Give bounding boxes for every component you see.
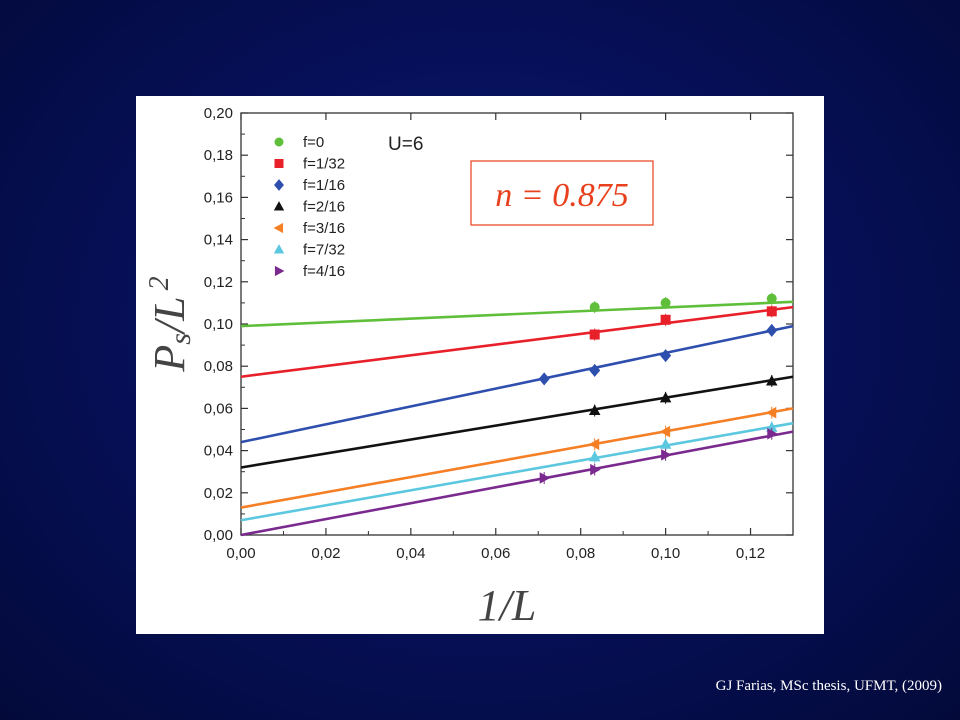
fit-line — [240, 324, 794, 444]
data-point — [660, 314, 671, 325]
legend-label: f=1/32 — [303, 156, 345, 173]
legend-marker — [273, 222, 284, 234]
data-point — [588, 450, 601, 462]
y-tick-label: 0,16 — [204, 189, 233, 206]
data-point — [538, 372, 550, 386]
data-point — [589, 363, 601, 377]
data-point — [588, 404, 601, 416]
chart-panel: 0,00 0,02 0,04 0,06 0,08 0,10 0,12 0,00 0,02 0,04… — [136, 96, 824, 634]
fit-line — [240, 421, 794, 522]
series-3 — [240, 323, 794, 444]
series-1 — [240, 292, 794, 328]
fit-line — [240, 407, 794, 509]
y-tick-label: 0,12 — [204, 274, 233, 291]
data-point — [766, 323, 778, 337]
series-7 — [240, 427, 794, 537]
fit-line — [240, 375, 794, 469]
data-point — [590, 463, 601, 476]
y-tick-label: 0,08 — [204, 358, 233, 375]
fit-line — [240, 430, 794, 537]
y-tick-label: 0,14 — [204, 232, 233, 249]
data-point — [766, 374, 778, 386]
fit-line — [240, 300, 794, 328]
legend-label: f=3/16 — [303, 220, 345, 237]
x-tick-label: 0,04 — [396, 545, 425, 562]
data-point — [659, 391, 672, 403]
scatter-plot: 0,00 0,02 0,04 0,06 0,08 0,10 0,12 0,00 0,02 0,04… — [144, 105, 794, 630]
fit-line — [240, 305, 794, 379]
data-point — [588, 438, 600, 451]
data-point — [767, 427, 778, 440]
y-tick-label: 0,04 — [204, 443, 233, 460]
legend-marker — [273, 201, 285, 211]
y-tick-label: 0,18 — [204, 147, 233, 164]
legend-label: f=2/16 — [303, 199, 345, 216]
y-tick-label: 0,06 — [204, 400, 233, 417]
data-point — [766, 293, 777, 304]
legend-marker — [274, 179, 284, 191]
x-tick-label: 0,12 — [736, 545, 765, 562]
legend-label: f=4/16 — [303, 263, 345, 280]
data-point — [660, 349, 672, 363]
x-tick-label: 0,08 — [566, 545, 595, 562]
annotation-label: U=6 — [388, 134, 423, 155]
data-point — [539, 472, 551, 484]
x-tick-label: 0,06 — [481, 545, 510, 562]
legend-marker — [274, 265, 285, 277]
data-point — [661, 449, 672, 461]
y-tick-label: 0,00 — [204, 527, 233, 544]
data-point — [589, 302, 600, 313]
x-tick-label: 0,00 — [226, 545, 255, 562]
data-point — [659, 438, 672, 449]
inset-label: n = 0.875 — [495, 177, 628, 214]
data-point — [766, 306, 777, 317]
source-caption: GJ Farias, MSc thesis, UFMT, (2009) — [715, 678, 942, 694]
legend-label: f=0 — [303, 134, 324, 151]
series-2 — [240, 305, 794, 379]
y-tick-label: 0,20 — [204, 105, 233, 122]
series-5 — [240, 406, 794, 509]
series-4 — [240, 374, 794, 469]
legend-marker — [274, 137, 284, 147]
data-point — [659, 425, 671, 438]
legend-marker — [274, 159, 284, 168]
data-point — [589, 329, 600, 340]
legend-marker — [273, 244, 285, 254]
data-point — [765, 406, 777, 419]
legend-label: f=1/16 — [303, 177, 345, 194]
y-tick-label: 0,02 — [204, 485, 233, 502]
legend-label: f=7/32 — [303, 242, 345, 259]
series-6 — [240, 421, 794, 522]
y-tick-label: 0,10 — [204, 316, 233, 333]
data-point — [660, 297, 671, 308]
x-axis-title: 1/L — [478, 581, 537, 630]
x-tick-label: 0,10 — [651, 545, 680, 562]
inset-box — [470, 160, 654, 226]
y-axis-title: Ps/L2 — [144, 276, 197, 372]
x-tick-label: 0,02 — [311, 545, 340, 562]
